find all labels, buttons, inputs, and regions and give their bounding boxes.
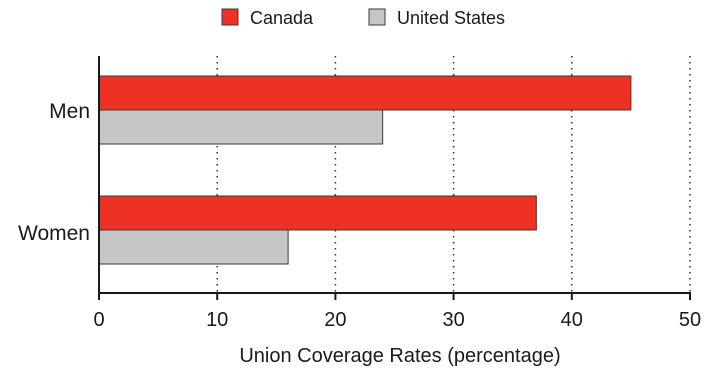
x-tick-label-30: 30 bbox=[442, 309, 464, 331]
x-tick-label-50: 50 bbox=[679, 309, 701, 331]
legend-label-canada: Canada bbox=[250, 8, 314, 28]
x-tick-label-40: 40 bbox=[561, 309, 583, 331]
x-tick-label-0: 0 bbox=[93, 309, 104, 331]
bar-men-united-states bbox=[98, 109, 384, 145]
bar-women-canada bbox=[98, 195, 537, 231]
x-ticks: 0 10 20 30 40 50 bbox=[93, 293, 701, 331]
legend-swatch-united-states bbox=[368, 8, 386, 26]
category-label-men: Men bbox=[49, 100, 90, 123]
legend-label-united-states: United States bbox=[397, 8, 505, 28]
x-tick-label-20: 20 bbox=[324, 309, 346, 331]
bars bbox=[98, 75, 632, 265]
bar-women-united-states bbox=[98, 229, 289, 265]
legend: Canada United States bbox=[221, 8, 505, 28]
category-label-women: Women bbox=[18, 222, 90, 245]
x-axis-label: Union Coverage Rates (percentage) bbox=[239, 345, 560, 367]
x-tick-label-10: 10 bbox=[206, 309, 228, 331]
y-category-labels: Men Women bbox=[18, 100, 90, 245]
axes bbox=[98, 56, 691, 294]
legend-swatch-canada bbox=[221, 8, 239, 26]
bar-men-canada bbox=[98, 75, 632, 111]
